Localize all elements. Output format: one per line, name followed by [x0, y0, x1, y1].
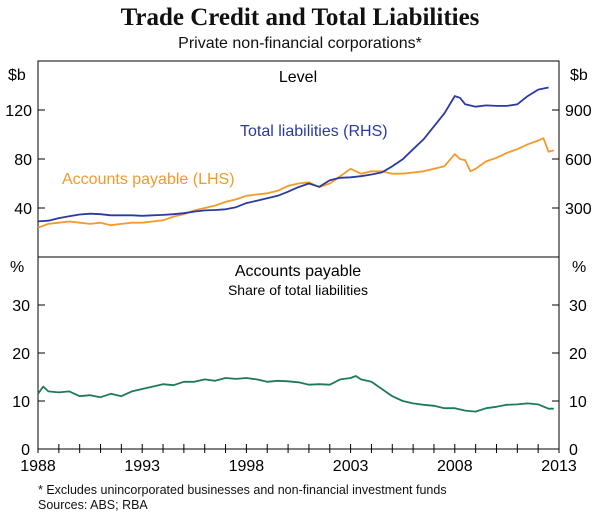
- top-left-tick-label: 40: [14, 201, 32, 218]
- bottom-right-tick-label: 0: [569, 442, 578, 459]
- bottom-right-tick-label: 30: [569, 298, 587, 315]
- top-panel-title: Level: [279, 69, 317, 86]
- bottom-left-tick-label: 0: [21, 442, 30, 459]
- bottom-right-unit: %: [572, 259, 586, 276]
- top-left-tick-label: 80: [14, 152, 32, 169]
- x-tick-label: 1998: [229, 458, 265, 475]
- top-right-tick-label: 900: [565, 103, 592, 120]
- bottom-left-tick-label: 10: [12, 394, 30, 411]
- total-liabilities-line: [37, 86, 549, 223]
- top-left-unit: $b: [8, 67, 26, 84]
- axis-ticks-group: 40 80 120 300 600 900 0 0 10 10 20 20 30 30 1988 1993 19…: [5, 103, 592, 475]
- series-lines-group: [37, 86, 555, 413]
- x-tick-label: 2013: [541, 458, 577, 475]
- x-tick-label: 2008: [437, 458, 473, 475]
- bottom-left-tick-label: 20: [12, 346, 30, 363]
- top-right-tick-label: 300: [565, 201, 592, 218]
- series-label-total-liabilities: Total liabilities (RHS): [240, 123, 388, 140]
- bottom-right-tick-label: 10: [569, 394, 587, 411]
- bottom-left-tick-label: 30: [12, 298, 30, 315]
- chart-subtitle: Private non-financial corporations*: [178, 35, 422, 52]
- top-left-tick-label: 120: [5, 103, 32, 120]
- chart-title: Trade Credit and Total Liabilities: [120, 4, 480, 31]
- top-right-unit: $b: [570, 67, 588, 84]
- x-tick-label: 1993: [124, 458, 160, 475]
- bottom-right-tick-label: 20: [569, 346, 587, 363]
- x-tick-label: 2003: [333, 458, 369, 475]
- bottom-left-unit: %: [10, 259, 24, 276]
- sources-note: Sources: ABS; RBA: [38, 498, 148, 512]
- top-right-tick-label: 600: [565, 152, 592, 169]
- accounts-payable-share-line: [37, 375, 554, 413]
- top-panel-frame: [37, 60, 560, 258]
- x-tick-label: 1988: [20, 458, 56, 475]
- bottom-panel-title: Accounts payable: [235, 263, 361, 280]
- bottom-panel-subtitle: Share of total liabilities: [228, 282, 368, 298]
- footnote: * Excludes unincorporated businesses and…: [38, 483, 447, 497]
- series-label-accounts-payable: Accounts payable (LHS): [62, 171, 235, 188]
